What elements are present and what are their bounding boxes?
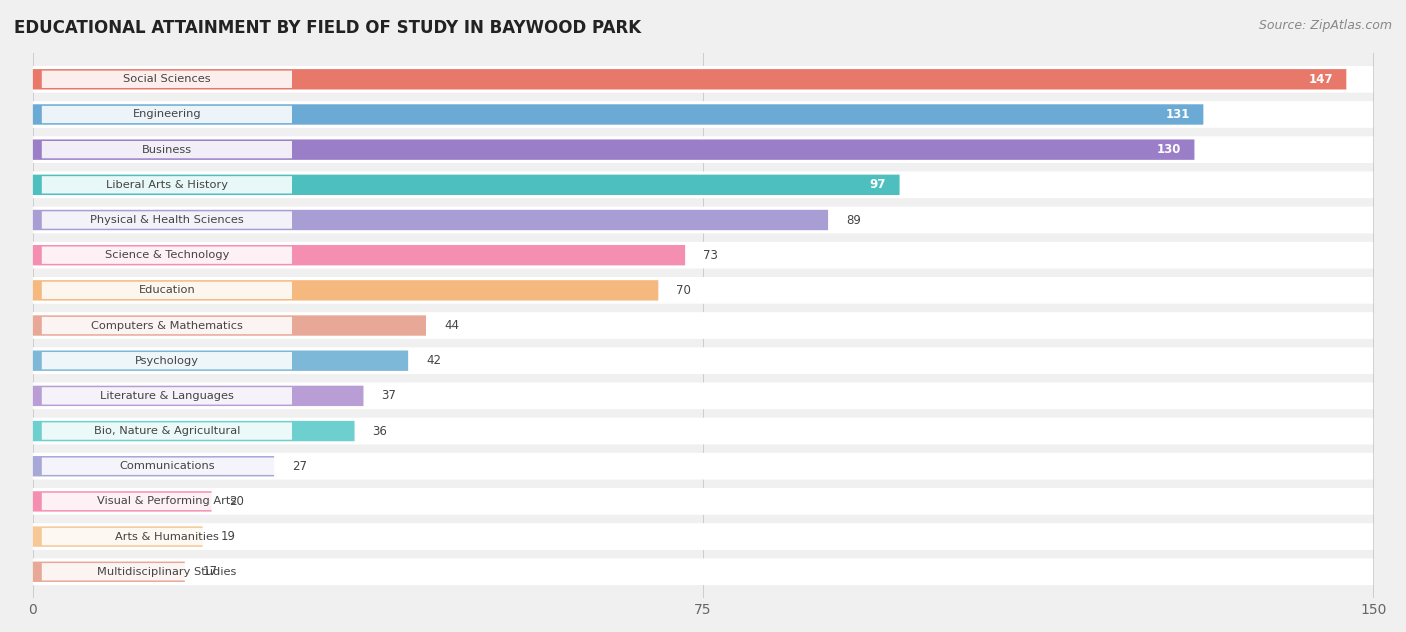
- FancyBboxPatch shape: [42, 211, 292, 229]
- FancyBboxPatch shape: [32, 137, 1374, 163]
- FancyBboxPatch shape: [32, 526, 202, 547]
- Text: 131: 131: [1166, 108, 1189, 121]
- FancyBboxPatch shape: [32, 242, 1374, 269]
- FancyBboxPatch shape: [42, 528, 292, 545]
- FancyBboxPatch shape: [32, 69, 1347, 90]
- Text: 130: 130: [1157, 143, 1181, 156]
- FancyBboxPatch shape: [32, 488, 1374, 515]
- Text: Science & Technology: Science & Technology: [104, 250, 229, 260]
- Text: 89: 89: [846, 214, 860, 226]
- FancyBboxPatch shape: [32, 559, 1374, 585]
- FancyBboxPatch shape: [32, 456, 274, 477]
- Text: 36: 36: [373, 425, 387, 437]
- Text: Social Sciences: Social Sciences: [124, 75, 211, 84]
- FancyBboxPatch shape: [42, 387, 292, 404]
- Text: Engineering: Engineering: [132, 109, 201, 119]
- Text: Education: Education: [139, 286, 195, 295]
- FancyBboxPatch shape: [32, 386, 364, 406]
- Text: Multidisciplinary Studies: Multidisciplinary Studies: [97, 567, 236, 577]
- FancyBboxPatch shape: [32, 277, 1374, 304]
- Text: Psychology: Psychology: [135, 356, 198, 366]
- Text: 20: 20: [229, 495, 245, 508]
- Text: Literature & Languages: Literature & Languages: [100, 391, 233, 401]
- Text: Arts & Humanities: Arts & Humanities: [115, 532, 219, 542]
- FancyBboxPatch shape: [32, 315, 426, 336]
- Text: Visual & Performing Arts: Visual & Performing Arts: [97, 496, 236, 506]
- FancyBboxPatch shape: [32, 348, 1374, 374]
- Text: Computers & Mathematics: Computers & Mathematics: [91, 320, 243, 331]
- Text: 27: 27: [292, 459, 307, 473]
- Text: 73: 73: [703, 248, 718, 262]
- FancyBboxPatch shape: [32, 101, 1374, 128]
- FancyBboxPatch shape: [32, 174, 900, 195]
- FancyBboxPatch shape: [42, 141, 292, 159]
- Text: Communications: Communications: [120, 461, 215, 471]
- FancyBboxPatch shape: [32, 421, 354, 441]
- Text: EDUCATIONAL ATTAINMENT BY FIELD OF STUDY IN BAYWOOD PARK: EDUCATIONAL ATTAINMENT BY FIELD OF STUDY…: [14, 19, 641, 37]
- Text: 17: 17: [202, 565, 218, 578]
- FancyBboxPatch shape: [32, 523, 1374, 550]
- Text: 147: 147: [1309, 73, 1333, 86]
- FancyBboxPatch shape: [32, 453, 1374, 480]
- FancyBboxPatch shape: [42, 352, 292, 369]
- FancyBboxPatch shape: [42, 71, 292, 88]
- FancyBboxPatch shape: [42, 106, 292, 123]
- FancyBboxPatch shape: [42, 422, 292, 440]
- FancyBboxPatch shape: [32, 66, 1374, 93]
- FancyBboxPatch shape: [32, 210, 828, 230]
- FancyBboxPatch shape: [32, 140, 1195, 160]
- FancyBboxPatch shape: [32, 207, 1374, 233]
- Text: 42: 42: [426, 354, 441, 367]
- FancyBboxPatch shape: [42, 246, 292, 264]
- Text: 44: 44: [444, 319, 458, 332]
- FancyBboxPatch shape: [42, 563, 292, 580]
- Text: 70: 70: [676, 284, 692, 297]
- Text: Physical & Health Sciences: Physical & Health Sciences: [90, 215, 243, 225]
- FancyBboxPatch shape: [42, 176, 292, 193]
- Text: Business: Business: [142, 145, 193, 155]
- FancyBboxPatch shape: [32, 382, 1374, 410]
- FancyBboxPatch shape: [32, 418, 1374, 444]
- FancyBboxPatch shape: [32, 245, 685, 265]
- FancyBboxPatch shape: [32, 171, 1374, 198]
- FancyBboxPatch shape: [42, 317, 292, 334]
- FancyBboxPatch shape: [32, 280, 658, 301]
- FancyBboxPatch shape: [42, 282, 292, 299]
- Text: Bio, Nature & Agricultural: Bio, Nature & Agricultural: [94, 426, 240, 436]
- FancyBboxPatch shape: [32, 562, 184, 582]
- FancyBboxPatch shape: [32, 351, 408, 371]
- Text: Liberal Arts & History: Liberal Arts & History: [105, 180, 228, 190]
- FancyBboxPatch shape: [42, 493, 292, 510]
- FancyBboxPatch shape: [32, 312, 1374, 339]
- Text: 19: 19: [221, 530, 236, 543]
- FancyBboxPatch shape: [32, 491, 211, 512]
- Text: Source: ZipAtlas.com: Source: ZipAtlas.com: [1258, 19, 1392, 32]
- Text: 37: 37: [381, 389, 396, 403]
- Text: 97: 97: [870, 178, 886, 191]
- FancyBboxPatch shape: [42, 458, 292, 475]
- FancyBboxPatch shape: [32, 104, 1204, 125]
